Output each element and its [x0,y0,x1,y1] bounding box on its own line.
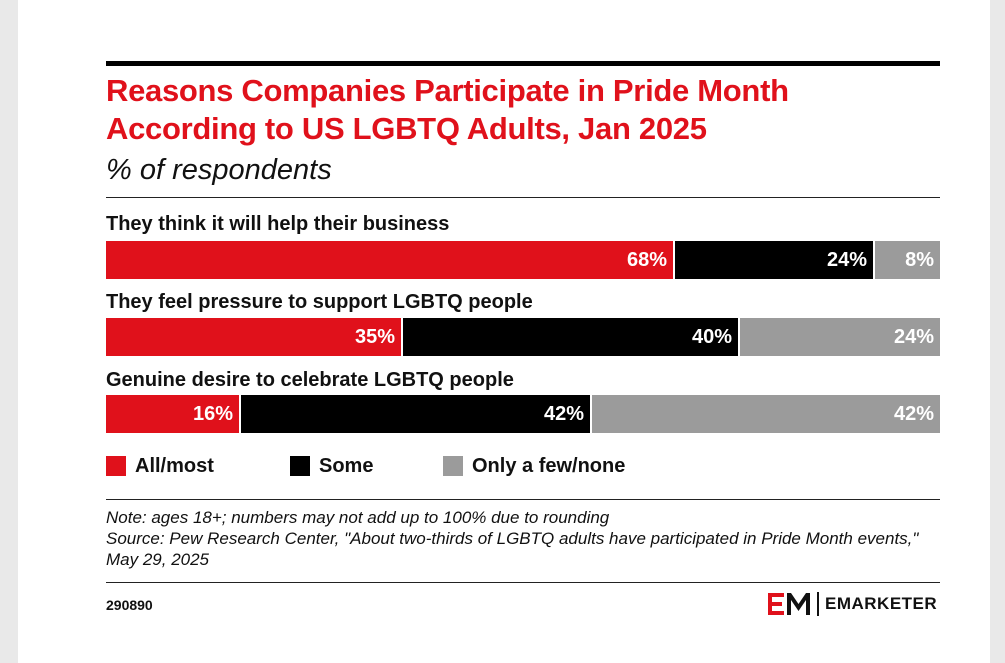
legend-label-few-none: Only a few/none [472,455,626,477]
data-label-few-none: 24% [893,326,934,348]
bar-segment-some [239,395,590,433]
data-label-all-most: 16% [192,403,233,425]
data-label-few-none: 42% [893,403,934,425]
brand-divider [817,592,819,616]
chart-subtitle: % of respondents [106,154,332,186]
footer-divider [106,499,940,500]
emarketer-logo: EMARKETER [768,590,940,618]
legend-swatch-all-most [106,456,126,476]
bar-segment-few-none [873,241,940,279]
bar-segment-few-none [738,318,940,356]
data-label-few-none: 8% [905,249,934,271]
top-rule [106,61,940,66]
bar-row: 68% 24% 8% [106,241,940,279]
subtitle-divider [106,197,940,198]
chart-card: Reasons Companies Participate in Pride M… [18,0,990,663]
category-label: They think it will help their business [106,213,450,235]
legend-swatch-some [290,456,310,476]
legend-swatch-few-none [443,456,463,476]
data-label-all-most: 68% [626,249,667,271]
footnote: Note: ages 18+; numbers may not add up t… [106,508,610,527]
bar-row: 35% 40% 24% [106,318,940,356]
em-logo-icon [768,593,810,615]
legend-label-some: Some [319,455,374,477]
bar-segment-all-most [106,318,401,356]
legend-label-all-most: All/most [135,455,214,477]
brand-name: EMARKETER [825,594,938,613]
data-label-some: 24% [826,249,867,271]
bar-row: 16% 42% 42% [106,395,940,433]
category-label: Genuine desire to celebrate LGBTQ people [106,369,514,391]
bar-segment-some [401,318,738,356]
bottom-divider [106,582,940,583]
category-label: They feel pressure to support LGBTQ peop… [106,291,533,313]
chart-id: 290890 [106,597,153,613]
data-label-some: 42% [543,403,584,425]
data-label-some: 40% [691,326,732,348]
data-label-all-most: 35% [354,326,395,348]
chart-title: Reasons Companies Participate in Pride M… [106,73,789,146]
bar-segment-some [673,241,873,279]
bar-segment-few-none [590,395,940,433]
bar-segment-all-most [106,395,239,433]
source-note: Source: Pew Research Center, "About two-… [106,529,919,569]
bar-segment-all-most [106,241,673,279]
